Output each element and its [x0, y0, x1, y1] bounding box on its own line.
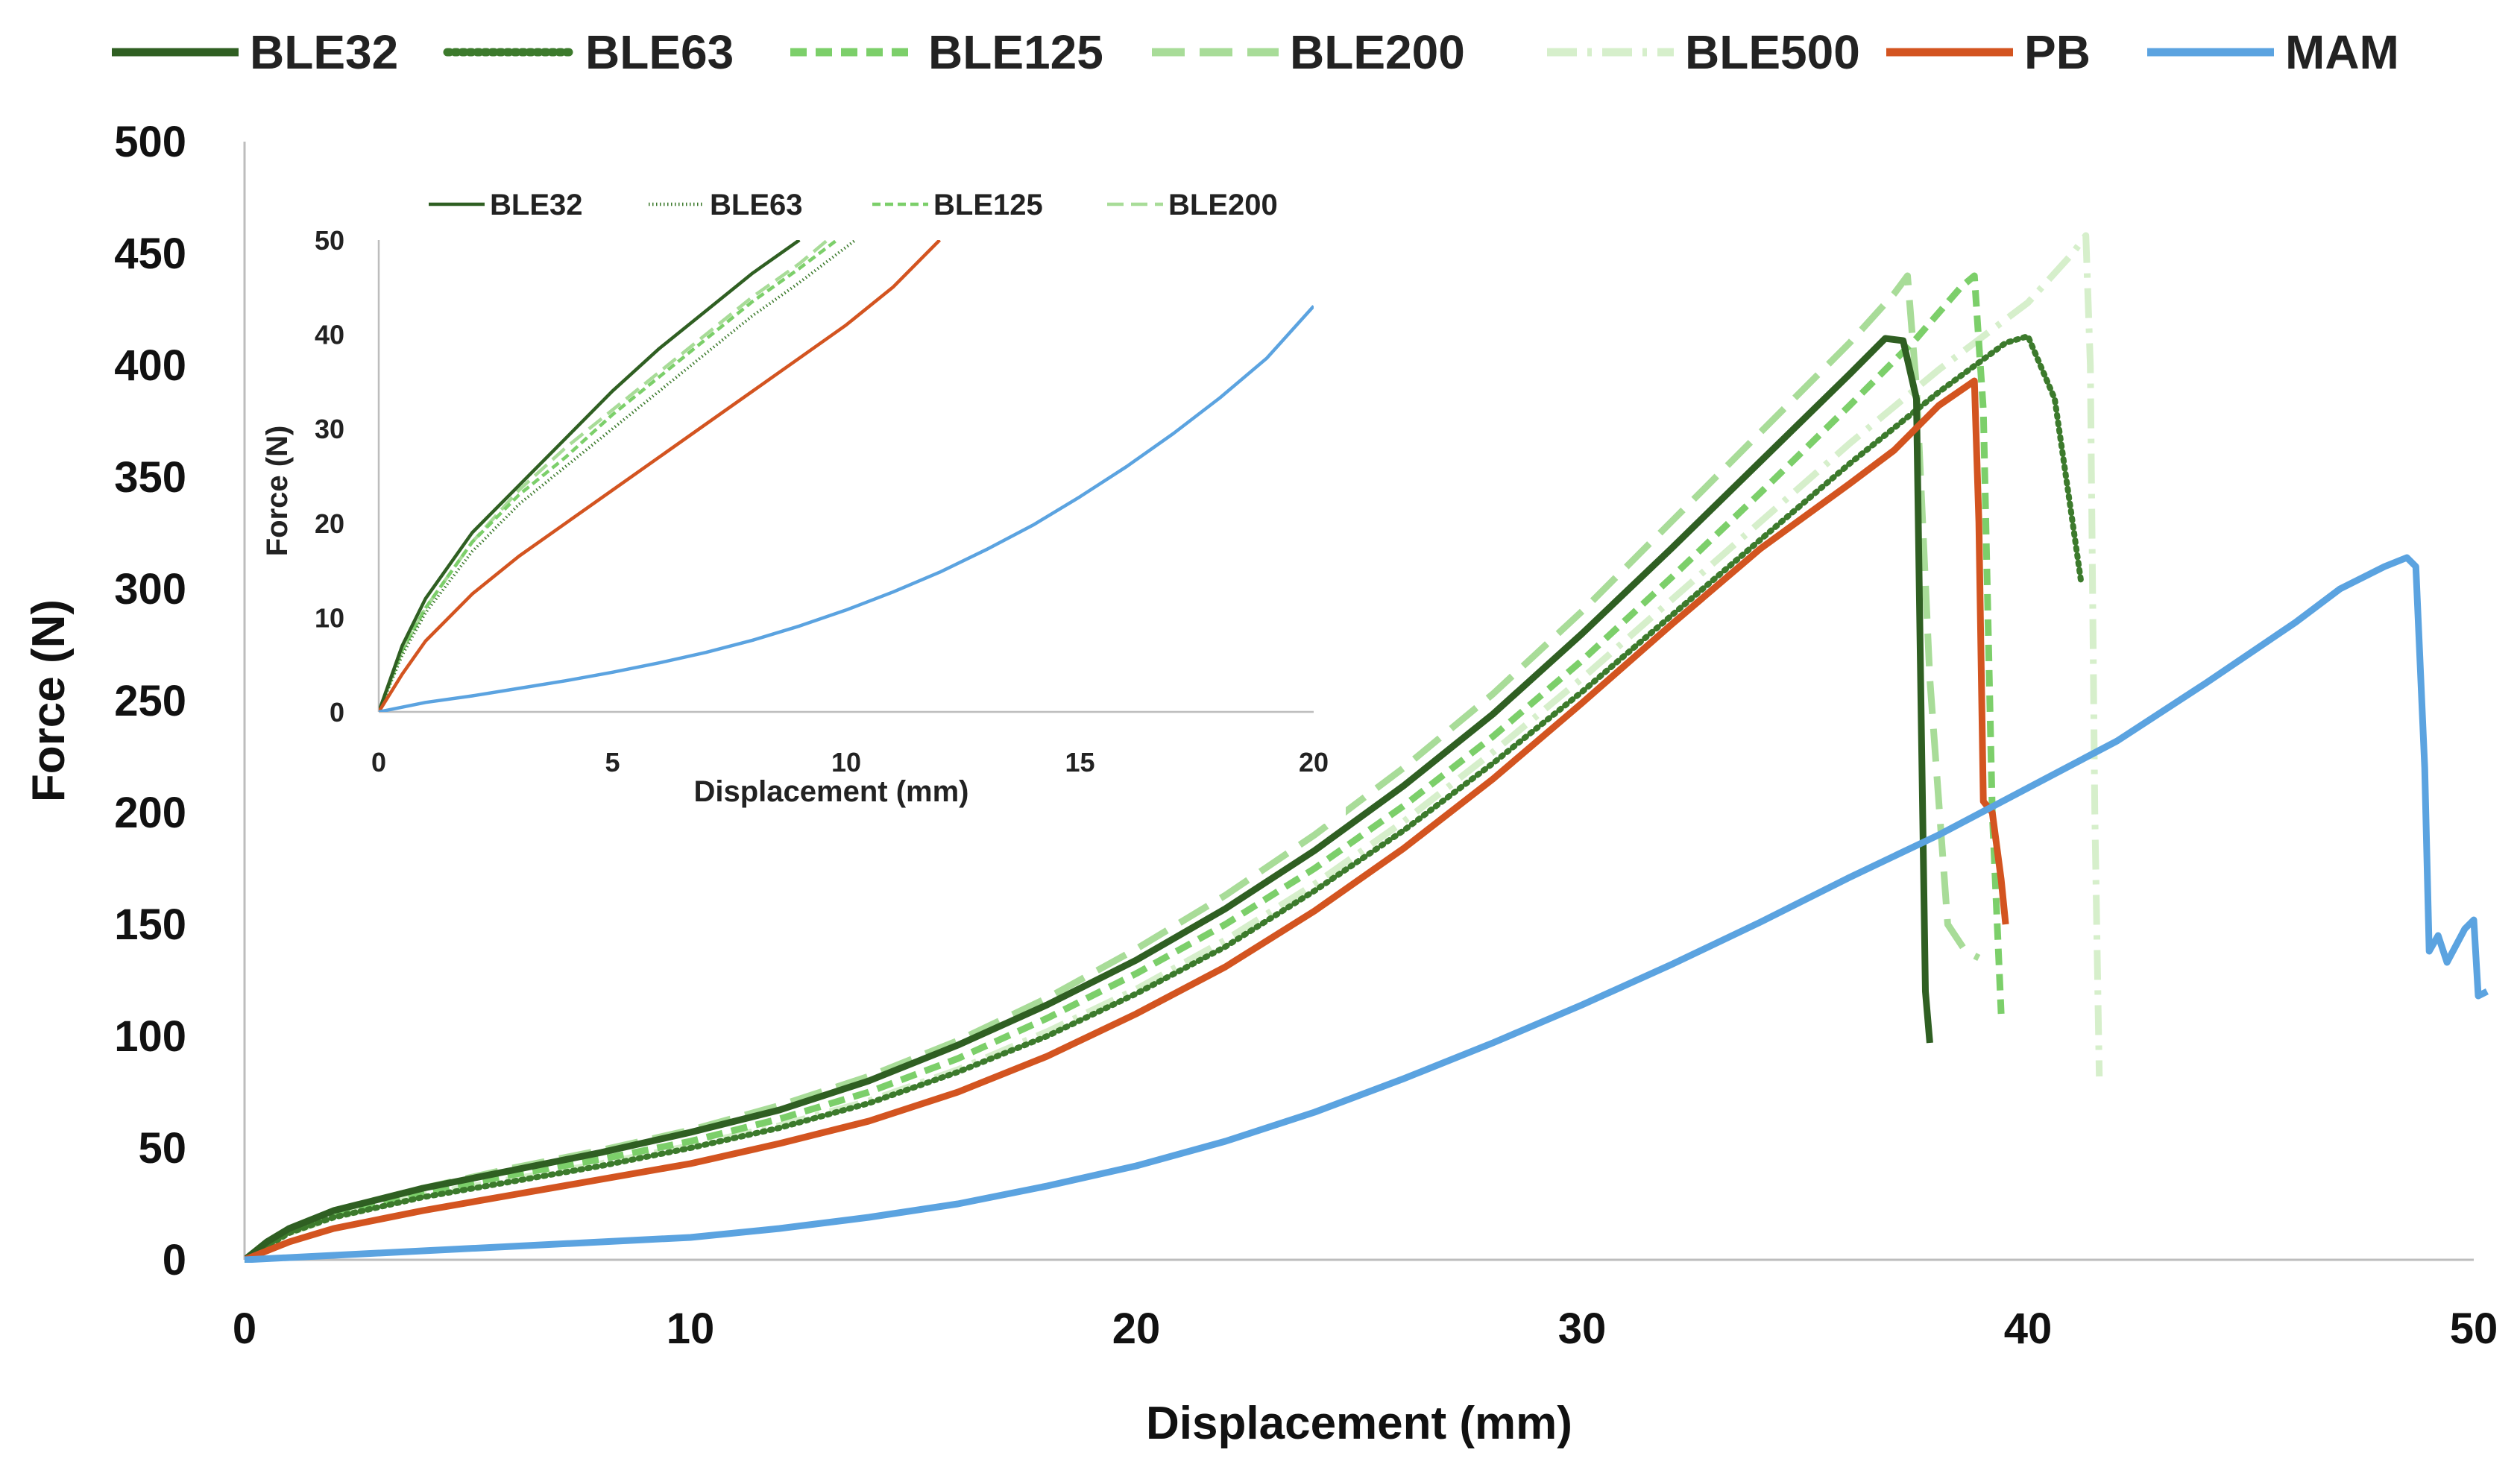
- inset-x-tick-0: 0: [371, 747, 386, 777]
- main-x-tick-10: 10: [667, 1305, 715, 1353]
- main-y-tick-300: 300: [114, 565, 186, 614]
- main-x-tick-50: 50: [2450, 1305, 2498, 1353]
- inset-x-tick-15: 15: [1065, 747, 1094, 777]
- inset-series-ble32: [379, 240, 801, 712]
- main-y-tick-250: 250: [114, 677, 186, 725]
- main-x-tick-0: 0: [233, 1305, 256, 1353]
- inset-y-tick-0: 0: [330, 697, 344, 728]
- main-series-ble63: [245, 333, 2085, 1263]
- inset-y-tick-50: 50: [315, 225, 344, 256]
- legend-label-ble125: BLE125: [928, 25, 1103, 79]
- main-x-tick-40: 40: [2004, 1305, 2053, 1353]
- main-y-tick-100: 100: [114, 1012, 186, 1061]
- inset-background: [253, 168, 1346, 824]
- main-x-axis-title: Displacement (mm): [1146, 1398, 1572, 1449]
- inset-x-axis-title: Displacement (mm): [694, 775, 969, 808]
- main-series-ble125: [245, 272, 2005, 1263]
- main-y-tick-50: 50: [138, 1124, 186, 1173]
- inset-legend-label-ble32: BLE32: [490, 189, 583, 221]
- main-series-ble32: [245, 335, 1933, 1263]
- inset-series-pb: [379, 240, 941, 712]
- main-series-mam: [245, 554, 2489, 1263]
- legend-label-mam: MAM: [2285, 25, 2399, 79]
- main-y-tick-450: 450: [114, 230, 186, 278]
- main-y-tick-400: 400: [114, 341, 186, 390]
- main-y-tick-500: 500: [114, 118, 186, 166]
- inset-y-tick-20: 20: [315, 508, 344, 539]
- inset-y-axis-title: Force (N): [261, 426, 294, 557]
- main-x-tick-20: 20: [1112, 1305, 1161, 1353]
- legend-label-pb: PB: [2024, 25, 2091, 79]
- main-y-axis-title: Force (N): [23, 599, 75, 802]
- inset-y-tick-40: 40: [315, 320, 344, 350]
- inset-y-tick-10: 10: [315, 602, 344, 633]
- inset-legend-label-ble200: BLE200: [1168, 189, 1278, 221]
- main-y-tick-0: 0: [163, 1236, 186, 1284]
- main-y-tick-200: 200: [114, 789, 186, 837]
- inset-series-ble63: [379, 240, 857, 712]
- main-y-tick-350: 350: [114, 453, 186, 502]
- legend-label-ble200: BLE200: [1290, 25, 1465, 79]
- legend-label-ble32: BLE32: [250, 25, 398, 79]
- inset-series-ble125: [379, 240, 838, 712]
- inset-x-tick-10: 10: [831, 747, 861, 777]
- inset-y-tick-30: 30: [315, 414, 344, 444]
- main-series-pb: [245, 377, 2009, 1263]
- inset-legend-label-ble63: BLE63: [710, 189, 803, 221]
- legend-label-ble63: BLE63: [585, 25, 734, 79]
- inset-x-tick-5: 5: [605, 747, 620, 777]
- legend-label-ble500: BLE500: [1685, 25, 1860, 79]
- main-x-tick-30: 30: [1558, 1305, 1607, 1353]
- inset-legend-label-ble125: BLE125: [933, 189, 1043, 221]
- main-y-tick-150: 150: [114, 900, 186, 949]
- inset-series-mam: [379, 305, 1314, 712]
- inset-x-tick-20: 20: [1299, 747, 1329, 777]
